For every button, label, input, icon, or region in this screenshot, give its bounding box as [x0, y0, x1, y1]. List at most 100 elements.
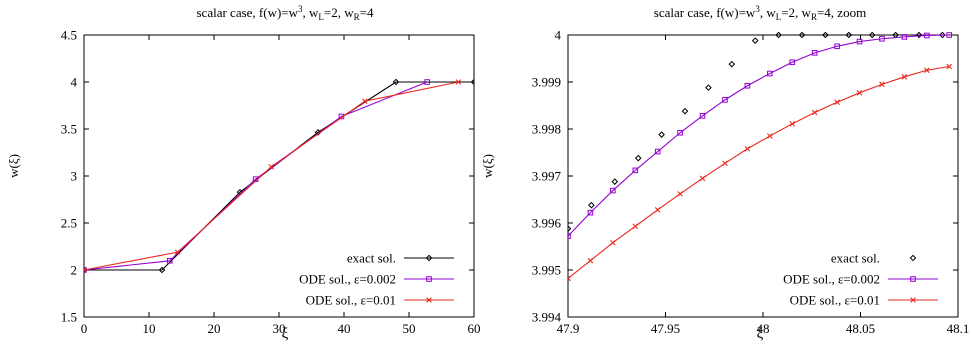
chart-2-series-3-point: [879, 81, 885, 88]
chart-2-x-tick-label: 48: [757, 321, 770, 336]
chart-2-series-2-point: [856, 38, 863, 45]
chart-1-series-3-point: [362, 98, 368, 105]
chart-2-series-3-point: [632, 223, 639, 230]
chart-1-y-tick-label: 3: [71, 169, 78, 184]
chart-2-x-tick-label: 48.1: [947, 321, 970, 336]
chart-1-y-axis-label: w(ξ): [6, 154, 21, 178]
chart-2-x-tick-label: 47.95: [651, 321, 680, 336]
chart-2-series-3-point: [722, 160, 728, 167]
chart-2-series-2-point: [767, 70, 773, 77]
chart-2-series-1-point: [751, 37, 759, 44]
chart-2-y-tick-label: 3.998: [532, 122, 561, 137]
chart-1-legend-marker: [426, 276, 432, 282]
chart-2-series-2-point: [654, 148, 661, 155]
chart-1-y-tick-label: 1.5: [61, 310, 77, 325]
chart-1-series-3-line: [84, 81, 459, 271]
chart-1-series-1-point: [392, 78, 400, 86]
chart-1-x-tick-label: 60: [468, 321, 481, 336]
chart-2-series-3-point: [901, 74, 908, 80]
chart-2-series-3-point: [677, 191, 683, 197]
chart-2-plot-area: 47.9 47.95 48 48.05 48.1 3.994 3.995 3.996 3.997…: [532, 28, 970, 337]
chart-1-series-3-point: [174, 249, 181, 255]
chart-2-y-tick-label: 3.996: [532, 216, 562, 231]
chart-2-series-3-point: [834, 99, 840, 105]
chart-2-y-tick-label: 4: [555, 28, 562, 43]
chart-1-series-2-line: [84, 81, 428, 271]
chart-2-series-1-point: [868, 32, 876, 39]
chart-2-y-tick-label: 3.999: [532, 75, 561, 90]
chart-2-series-group: [568, 32, 953, 282]
chart-2-series-2-point: [610, 187, 616, 194]
chart-1-x-tick-label: 40: [338, 321, 351, 336]
chart-2-series-2-point: [924, 32, 930, 39]
chart-2-x-axis-label: ξ: [757, 326, 764, 342]
chart-2-legend-label: ODE sol., ε=0.01: [790, 293, 880, 308]
chart-2-series-3-point: [744, 145, 751, 152]
chart-1-y-tick-label: 4.5: [61, 28, 77, 43]
chart-2-series-3-point: [587, 257, 594, 264]
chart-2-series-3-line: [568, 65, 950, 279]
chart-2-series-2-line: [568, 34, 950, 237]
chart-2-legend-marker: [910, 297, 916, 303]
chart-2-series-2-point: [834, 43, 840, 50]
chart-1-series-1-point: [158, 266, 166, 274]
chart-2-series-1-point: [658, 131, 665, 138]
chart-2-series-1-point: [634, 154, 642, 162]
chart-1-series-1-line: [84, 81, 474, 271]
chart-1-series-1-point: [314, 129, 322, 136]
chart-1-frame: [83, 34, 475, 318]
chart-1-legend-label: ODE sol., ε=0.01: [306, 293, 396, 308]
chart-2-legend-label: exact sol.: [831, 251, 880, 266]
chart-2-series-2-point: [677, 129, 683, 136]
chart-1-title: scalar case, f(w)=w3, wL=2, wR=4: [196, 4, 374, 22]
chart-1-x-tick-label: 30: [273, 321, 286, 336]
chart-2-y-tick-label: 3.995: [532, 263, 561, 278]
chart-1-y-tick-label: 2.5: [61, 216, 77, 231]
chart-2-series-2-point: [632, 167, 639, 174]
chart-2-series-3-point: [811, 109, 818, 116]
chart-2-series-1-point: [798, 32, 806, 39]
chart-2-legend-marker: [909, 254, 917, 262]
chart-2-series-1-point: [728, 60, 736, 68]
chart-2-series-1-point: [568, 225, 572, 232]
chart-2-series-2-point: [699, 113, 706, 119]
chart-1-series-3-point: [455, 79, 462, 85]
chart-1-legend-marker: [426, 297, 432, 303]
chart-2-series-3-point: [946, 63, 953, 70]
chart-1-series-3-point: [268, 163, 274, 170]
chart-2-y-tick-label: 3.997: [532, 169, 562, 184]
chart-2-series-3-point: [610, 239, 616, 246]
chart-2-legend-label: ODE sol., ε=0.002: [783, 272, 880, 287]
chart-2-series-2-point: [744, 82, 751, 89]
chart-1-y-tick-label: 4: [71, 75, 78, 90]
chart-2-series-3-point: [568, 275, 571, 282]
chart-2-y-tick-label: 3.994: [532, 310, 562, 325]
chart-1-series-2-point: [424, 79, 430, 85]
chart-1-y-tick-label: 2: [71, 263, 78, 278]
chart-1-series-1-point: [470, 78, 474, 86]
chart-2-series-2-point: [946, 32, 953, 38]
chart-2-series-2-point: [879, 35, 885, 42]
chart-1-legend-label: exact sol.: [347, 251, 396, 266]
chart-2-series-2-point: [722, 97, 728, 103]
chart-2-series-1-point: [822, 32, 829, 39]
chart-2-series-3-point: [856, 90, 863, 96]
chart-2-series-2-point: [901, 34, 908, 40]
chart-1-series-3-point: [84, 267, 87, 273]
chart-2-title: scalar case, f(w)=w3, wL=2, wR=4, zoom: [654, 4, 866, 22]
chart-2-series-1-point: [915, 32, 923, 39]
chart-1-legend-label: ODE sol., ε=0.002: [299, 272, 396, 287]
chart-2-series-3-point: [699, 175, 706, 182]
chart-2-series-1-point: [588, 201, 595, 209]
chart-1-y-tick-label: 3.5: [61, 122, 77, 137]
chart-2-series-2-point: [789, 59, 796, 66]
chart-2-series-1-point: [939, 32, 946, 39]
chart-2-series-1-point: [681, 107, 689, 115]
chart-2-series-1-point: [705, 84, 712, 91]
chart-1-x-tick-label: 50: [403, 321, 416, 336]
chart-1-plot-area: 0 10 20 30 40 50 60 1.5 2 2.5 3 3.5 4 4.5 exact sol. OD…: [61, 28, 481, 337]
chart-2-series-2-point: [811, 50, 818, 56]
chart-2-series-3-point: [654, 207, 661, 213]
chart-2-series-1-point: [845, 32, 853, 39]
